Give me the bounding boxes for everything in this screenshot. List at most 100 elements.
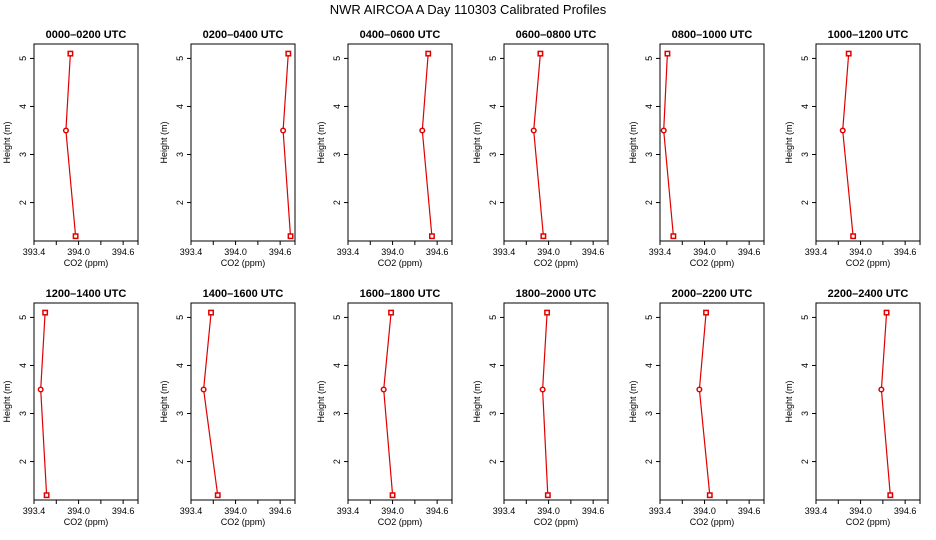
x-tick-label: 394.0	[67, 506, 90, 516]
x-axis-label: CO2 (ppm)	[64, 517, 109, 527]
data-point-square	[850, 233, 857, 240]
y-tick-label: 2	[332, 459, 342, 464]
x-tick-label: 394.0	[381, 506, 404, 516]
data-point-square	[544, 492, 551, 499]
x-tick-label: 394.6	[894, 247, 917, 257]
x-axis-label: CO2 (ppm)	[534, 258, 579, 268]
y-tick-label: 5	[488, 56, 498, 61]
y-tick-label: 3	[800, 152, 810, 157]
data-point-circle	[37, 386, 44, 393]
data-point-circle	[660, 127, 667, 134]
x-tick-label: 394.0	[537, 247, 560, 257]
x-tick-label: 394.0	[849, 506, 872, 516]
x-tick-label: 394.6	[426, 247, 449, 257]
x-tick-label: 394.0	[381, 247, 404, 257]
panel-title: 0600–0800 UTC	[516, 29, 597, 41]
y-tick-label: 2	[644, 459, 654, 464]
y-tick-label: 3	[175, 411, 185, 416]
profile-panel: 1000–1200 UTC 393.4 394.0 394.6 2 3 4 5 CO2 (ppm…	[784, 29, 921, 268]
y-axis-label: Height (m)	[628, 380, 638, 422]
data-point-square	[389, 492, 396, 499]
panel-title: 2000–2200 UTC	[672, 288, 753, 300]
data-point-square	[208, 309, 215, 316]
panel-title: 2200–2400 UTC	[828, 288, 909, 300]
panel-title: 1000–1200 UTC	[828, 29, 909, 41]
y-tick-label: 4	[488, 363, 498, 368]
y-tick-label: 5	[18, 315, 28, 320]
data-point-square	[540, 233, 547, 240]
data-point-square	[214, 492, 221, 499]
data-point-square	[72, 233, 79, 240]
x-tick-label: 394.0	[224, 247, 247, 257]
x-axis-label: CO2 (ppm)	[846, 517, 891, 527]
data-point-square	[664, 50, 671, 57]
plot-frame	[815, 302, 921, 501]
profile-panel: 1800–2000 UTC 393.4 394.0 394.6 2 3 4 5 CO2 (ppm…	[472, 288, 609, 527]
data-point-square	[670, 233, 677, 240]
profile-panel: 2000–2200 UTC 393.4 394.0 394.6 2 3 4 5 CO2 (ppm…	[628, 288, 765, 527]
y-tick-label: 3	[488, 152, 498, 157]
x-tick-label: 394.0	[849, 247, 872, 257]
y-tick-label: 3	[18, 152, 28, 157]
panel-title: 1200–1400 UTC	[46, 288, 127, 300]
y-axis-label: Height (m)	[784, 380, 794, 422]
y-tick-label: 4	[18, 104, 28, 109]
x-tick-label: 394.0	[693, 506, 716, 516]
data-point-square	[537, 50, 544, 57]
x-tick-label: 394.6	[738, 247, 761, 257]
y-axis-label: Height (m)	[628, 121, 638, 163]
data-point-square	[43, 492, 50, 499]
profile-panel: 0000–0200 UTC 393.4 394.0 394.6 2 3 4 5 CO2 (ppm…	[2, 29, 139, 268]
y-axis-label: Height (m)	[2, 380, 12, 422]
y-tick-label: 5	[488, 315, 498, 320]
data-point-square	[42, 309, 49, 316]
data-point-square	[388, 309, 395, 316]
plot-frame	[503, 43, 609, 242]
y-tick-label: 4	[18, 363, 28, 368]
panel-title: 0800–1000 UTC	[672, 29, 753, 41]
profile-panel: 0400–0600 UTC 393.4 394.0 394.6 2 3 4 5 CO2 (ppm…	[316, 29, 453, 268]
y-tick-label: 2	[488, 200, 498, 205]
y-axis-label: Height (m)	[2, 121, 12, 163]
x-tick-label: 394.6	[426, 506, 449, 516]
plot-frame	[347, 302, 453, 501]
panel-title: 1400–1600 UTC	[203, 288, 284, 300]
x-tick-label: 393.4	[337, 506, 360, 516]
x-tick-label: 393.4	[493, 506, 516, 516]
data-point-square	[285, 50, 292, 57]
data-point-square	[67, 50, 74, 57]
plot-frame	[503, 302, 609, 501]
y-tick-label: 4	[332, 363, 342, 368]
x-tick-label: 394.6	[582, 506, 605, 516]
y-tick-label: 2	[800, 459, 810, 464]
y-tick-label: 5	[175, 315, 185, 320]
data-point-circle	[200, 386, 207, 393]
x-tick-label: 393.4	[805, 506, 828, 516]
y-tick-label: 2	[175, 200, 185, 205]
data-point-circle	[839, 127, 846, 134]
y-tick-label: 2	[644, 200, 654, 205]
y-tick-label: 5	[800, 56, 810, 61]
y-tick-label: 5	[644, 315, 654, 320]
y-axis-label: Height (m)	[784, 121, 794, 163]
data-point-circle	[696, 386, 703, 393]
y-tick-label: 3	[800, 411, 810, 416]
y-tick-label: 4	[644, 363, 654, 368]
x-tick-label: 394.0	[537, 506, 560, 516]
data-point-circle	[878, 386, 885, 393]
y-axis-label: Height (m)	[472, 121, 482, 163]
profile-panel: 1400–1600 UTC 393.4 394.0 394.6 2 3 4 5 CO2 (ppm…	[159, 288, 296, 527]
profile-panel: 0800–1000 UTC 393.4 394.0 394.6 2 3 4 5 CO2 (ppm…	[628, 29, 765, 268]
y-axis-label: Height (m)	[159, 380, 169, 422]
y-tick-label: 4	[644, 104, 654, 109]
panel-title: 1800–2000 UTC	[516, 288, 597, 300]
x-tick-label: 394.6	[269, 506, 292, 516]
data-point-circle	[539, 386, 546, 393]
y-tick-label: 4	[800, 363, 810, 368]
data-point-square	[845, 50, 852, 57]
y-tick-label: 5	[644, 56, 654, 61]
x-axis-label: CO2 (ppm)	[378, 258, 423, 268]
x-tick-label: 394.6	[269, 247, 292, 257]
data-point-square	[706, 492, 713, 499]
